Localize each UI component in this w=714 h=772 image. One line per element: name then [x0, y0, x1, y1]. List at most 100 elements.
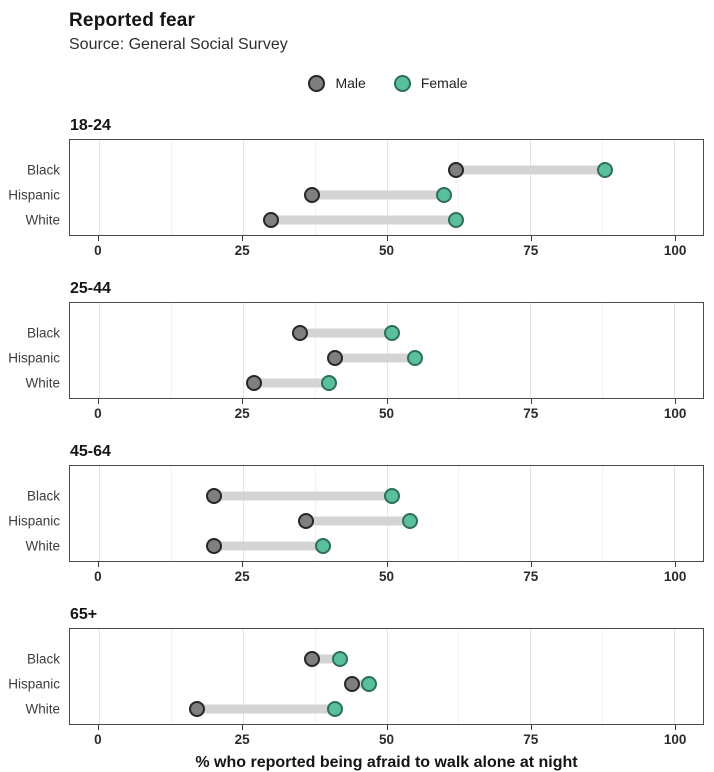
- x-tick-label: 50: [378, 569, 395, 584]
- x-tick-mark: [530, 725, 532, 730]
- major-gridline: [242, 140, 244, 235]
- x-tick-mark: [675, 399, 677, 404]
- facet-title: 18-24: [70, 117, 111, 134]
- major-gridline: [530, 303, 532, 398]
- x-tick-mark: [530, 399, 532, 404]
- x-tick-label: 25: [234, 406, 250, 421]
- male-dot: [326, 350, 343, 367]
- x-tick-mark: [242, 725, 244, 730]
- plot-panel: [69, 465, 704, 562]
- x-tick-label: 50: [378, 406, 395, 421]
- x-tick-label: 0: [94, 732, 102, 747]
- chart-subtitle: Source: General Social Survey: [69, 36, 288, 53]
- male-dot: [205, 537, 222, 554]
- y-category-label: Black: [26, 324, 60, 340]
- minor-gridline: [314, 466, 316, 561]
- x-tick-mark: [675, 725, 677, 730]
- male-dot: [246, 374, 263, 391]
- major-gridline: [530, 629, 532, 724]
- male-dot: [292, 324, 309, 341]
- y-category-label: Hispanic: [8, 187, 60, 203]
- dumbbell-segment: [300, 328, 393, 338]
- dumbbell-segment: [311, 654, 341, 664]
- minor-gridline: [458, 466, 460, 561]
- y-category-label: Black: [26, 487, 60, 503]
- x-axis: 0 25 50 75 100: [69, 399, 704, 426]
- male-dot: [447, 161, 464, 178]
- major-gridline: [242, 466, 244, 561]
- legend-label-male: Male: [335, 75, 366, 91]
- male-dot: [343, 676, 360, 693]
- x-tick-mark: [386, 399, 388, 404]
- x-tick-mark: [386, 236, 388, 241]
- y-category-label: White: [25, 375, 60, 391]
- male-dot: [188, 700, 205, 717]
- dumbbell-segment: [334, 353, 416, 363]
- facet-title: 65+: [70, 606, 98, 623]
- x-tick-mark: [97, 236, 99, 241]
- dumbbell-segment: [311, 190, 445, 200]
- minor-gridline: [602, 466, 604, 561]
- x-tick-mark: [97, 562, 99, 567]
- y-category-label: Hispanic: [8, 350, 60, 366]
- major-gridline: [530, 140, 532, 235]
- major-gridline: [674, 303, 676, 398]
- x-tick-label: 25: [234, 732, 250, 747]
- major-gridline: [386, 140, 388, 235]
- male-dot: [297, 513, 314, 530]
- male-legend-dot-icon: [308, 74, 326, 92]
- x-tick-label: 100: [663, 569, 687, 584]
- x-tick-label: 0: [94, 569, 102, 584]
- female-dot: [597, 161, 614, 178]
- major-gridline: [386, 629, 388, 724]
- minor-gridline: [602, 303, 604, 398]
- male-dot: [303, 187, 320, 204]
- x-tick-label: 0: [94, 406, 102, 421]
- dumbbell-segment: [254, 378, 329, 388]
- minor-gridline: [170, 466, 172, 561]
- facet-65plus: 65+ Black Hispanic White 0 25 50 75 100: [0, 606, 714, 752]
- major-gridline: [242, 629, 244, 724]
- x-axis: 0 25 50 75 100: [69, 236, 704, 263]
- x-tick-mark: [675, 236, 677, 241]
- x-tick-mark: [386, 725, 388, 730]
- y-category-label: Hispanic: [8, 676, 60, 692]
- plot-panel: [69, 139, 704, 236]
- minor-gridline: [458, 629, 460, 724]
- major-gridline: [530, 466, 532, 561]
- x-tick-mark: [97, 399, 99, 404]
- major-gridline: [674, 466, 676, 561]
- chart-title: Reported fear: [69, 10, 196, 31]
- female-dot: [320, 374, 337, 391]
- x-tick-mark: [530, 236, 532, 241]
- dumbbell-segment: [351, 679, 370, 689]
- legend-label-female: Female: [420, 75, 468, 91]
- dumbbell-segment: [213, 491, 393, 501]
- x-tick-label: 75: [523, 243, 539, 258]
- facet-18-24: 18-24 Black Hispanic White 0 25 50 75 100: [0, 117, 714, 263]
- minor-gridline: [170, 303, 172, 398]
- legend: Male Female: [62, 71, 714, 95]
- legend-item-female: Female: [393, 74, 468, 92]
- x-axis-title: % who reported being afraid to walk alon…: [195, 754, 578, 771]
- female-dot: [401, 513, 418, 530]
- minor-gridline: [602, 629, 604, 724]
- facet-title: 25-44: [70, 280, 111, 297]
- x-tick-label: 75: [523, 406, 539, 421]
- x-tick-mark: [242, 236, 244, 241]
- x-tick-mark: [386, 562, 388, 567]
- x-tick-label: 50: [378, 732, 395, 747]
- female-dot: [326, 700, 343, 717]
- facet-title: 45-64: [70, 443, 111, 460]
- plot-panel: [69, 628, 704, 725]
- minor-gridline: [458, 140, 460, 235]
- x-tick-label: 100: [663, 406, 687, 421]
- x-tick-label: 75: [523, 732, 539, 747]
- facet-45-64: 45-64 Black Hispanic White 0 25 50 75 100: [0, 443, 714, 589]
- y-category-label: White: [25, 538, 60, 554]
- female-dot: [436, 187, 453, 204]
- x-tick-label: 25: [234, 569, 250, 584]
- chart-header: Reported fear Source: General Social Sur…: [0, 0, 714, 54]
- minor-gridline: [314, 629, 316, 724]
- male-dot: [205, 487, 222, 504]
